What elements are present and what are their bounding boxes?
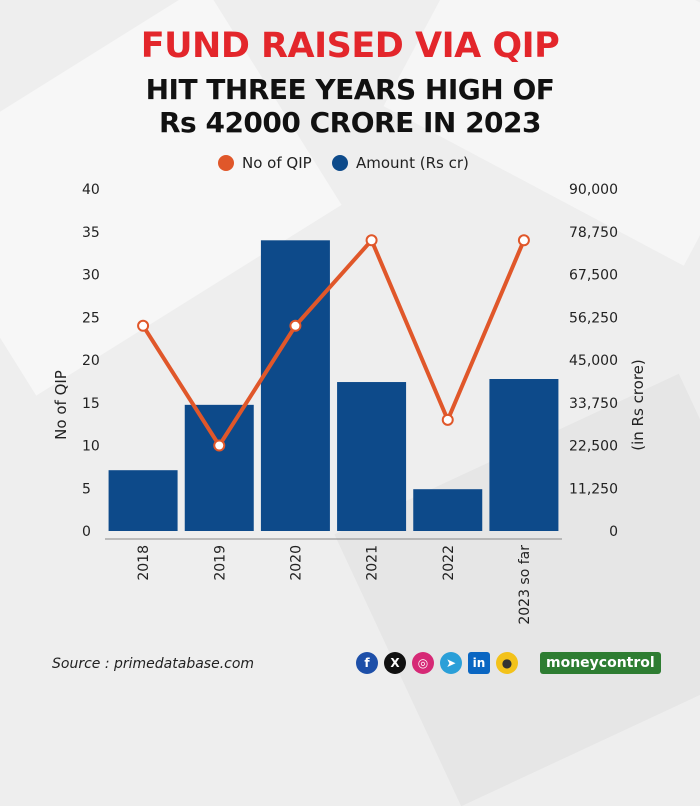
line-no-of-qip bbox=[141, 236, 526, 450]
social-icons: f X ◎ ➤ in ● bbox=[356, 652, 518, 674]
right-axis-title: (in Rs crore) bbox=[629, 359, 647, 450]
left-axis-tick: 25 bbox=[82, 310, 100, 326]
left-axis-tick: 35 bbox=[82, 225, 100, 241]
brand-logo: moneycontrol bbox=[540, 652, 661, 674]
right-axis-tick: 33,750 bbox=[569, 396, 618, 412]
right-axis-tick: 56,250 bbox=[569, 310, 618, 326]
bar-amount bbox=[260, 240, 330, 532]
left-axis-title: No of QIP bbox=[52, 370, 70, 440]
bar-amount bbox=[489, 379, 559, 531]
chart-subtitle-line2: Rs 42000 CRORE IN 2023 bbox=[158, 106, 542, 139]
chart: No of QIP Amount (Rs cr) 0 5 10 15 20 25 30 35 40 0… bbox=[52, 154, 647, 625]
telegram-icon[interactable]: ➤ bbox=[440, 652, 462, 674]
left-axis-tick: 0 bbox=[82, 524, 91, 540]
legend-label-no-of-qip: No of QIP bbox=[242, 154, 312, 172]
bar-amount bbox=[413, 489, 483, 531]
left-axis-tick: 10 bbox=[82, 439, 100, 455]
koo-icon[interactable]: ● bbox=[496, 652, 518, 674]
left-axis-tick: 30 bbox=[82, 268, 100, 284]
right-axis-tick: 90,000 bbox=[569, 182, 618, 198]
right-axis-tick: 11,250 bbox=[569, 481, 618, 497]
legend-marker-no-of-qip bbox=[218, 155, 234, 171]
right-axis-tick: 67,500 bbox=[569, 268, 618, 284]
right-axis-tick: 0 bbox=[609, 524, 618, 540]
point-no-of-qip bbox=[365, 234, 378, 247]
left-axis-tick: 40 bbox=[82, 182, 100, 198]
left-axis-tick: 20 bbox=[82, 353, 100, 369]
bar-amount bbox=[184, 404, 254, 531]
point-no-of-qip bbox=[213, 439, 226, 452]
x-axis-tick: 2022 bbox=[441, 545, 457, 581]
x-axis-tick: 2020 bbox=[288, 545, 304, 581]
source-note: Source : primedatabase.com bbox=[52, 656, 255, 672]
x-axis-tick: 2018 bbox=[136, 545, 152, 581]
point-no-of-qip bbox=[137, 319, 150, 332]
facebook-icon[interactable]: f bbox=[356, 652, 378, 674]
instagram-icon[interactable]: ◎ bbox=[412, 652, 434, 674]
chart-subtitle-line1: HIT THREE YEARS HIGH OF bbox=[145, 73, 555, 106]
x-icon[interactable]: X bbox=[384, 652, 406, 674]
linkedin-icon[interactable]: in bbox=[468, 652, 490, 674]
legend-marker-amount bbox=[332, 155, 348, 171]
x-axis-tick: 2021 bbox=[365, 545, 381, 581]
right-axis-tick: 22,500 bbox=[569, 439, 618, 455]
x-axis-tick: 2019 bbox=[212, 545, 228, 581]
left-axis-tick: 15 bbox=[82, 396, 100, 412]
right-axis-tick: 78,750 bbox=[569, 225, 618, 241]
point-no-of-qip bbox=[289, 319, 302, 332]
legend-label-amount: Amount (Rs cr) bbox=[356, 154, 469, 172]
bar-amount bbox=[337, 382, 407, 531]
bar-amount bbox=[108, 470, 178, 531]
left-axis-tick: 5 bbox=[82, 481, 91, 497]
chart-title: FUND RAISED VIA QIP bbox=[140, 26, 560, 66]
x-axis-tick: 2023 so far bbox=[517, 545, 533, 625]
right-axis-tick: 45,000 bbox=[569, 353, 618, 369]
point-no-of-qip bbox=[441, 413, 454, 426]
point-no-of-qip bbox=[517, 234, 530, 247]
